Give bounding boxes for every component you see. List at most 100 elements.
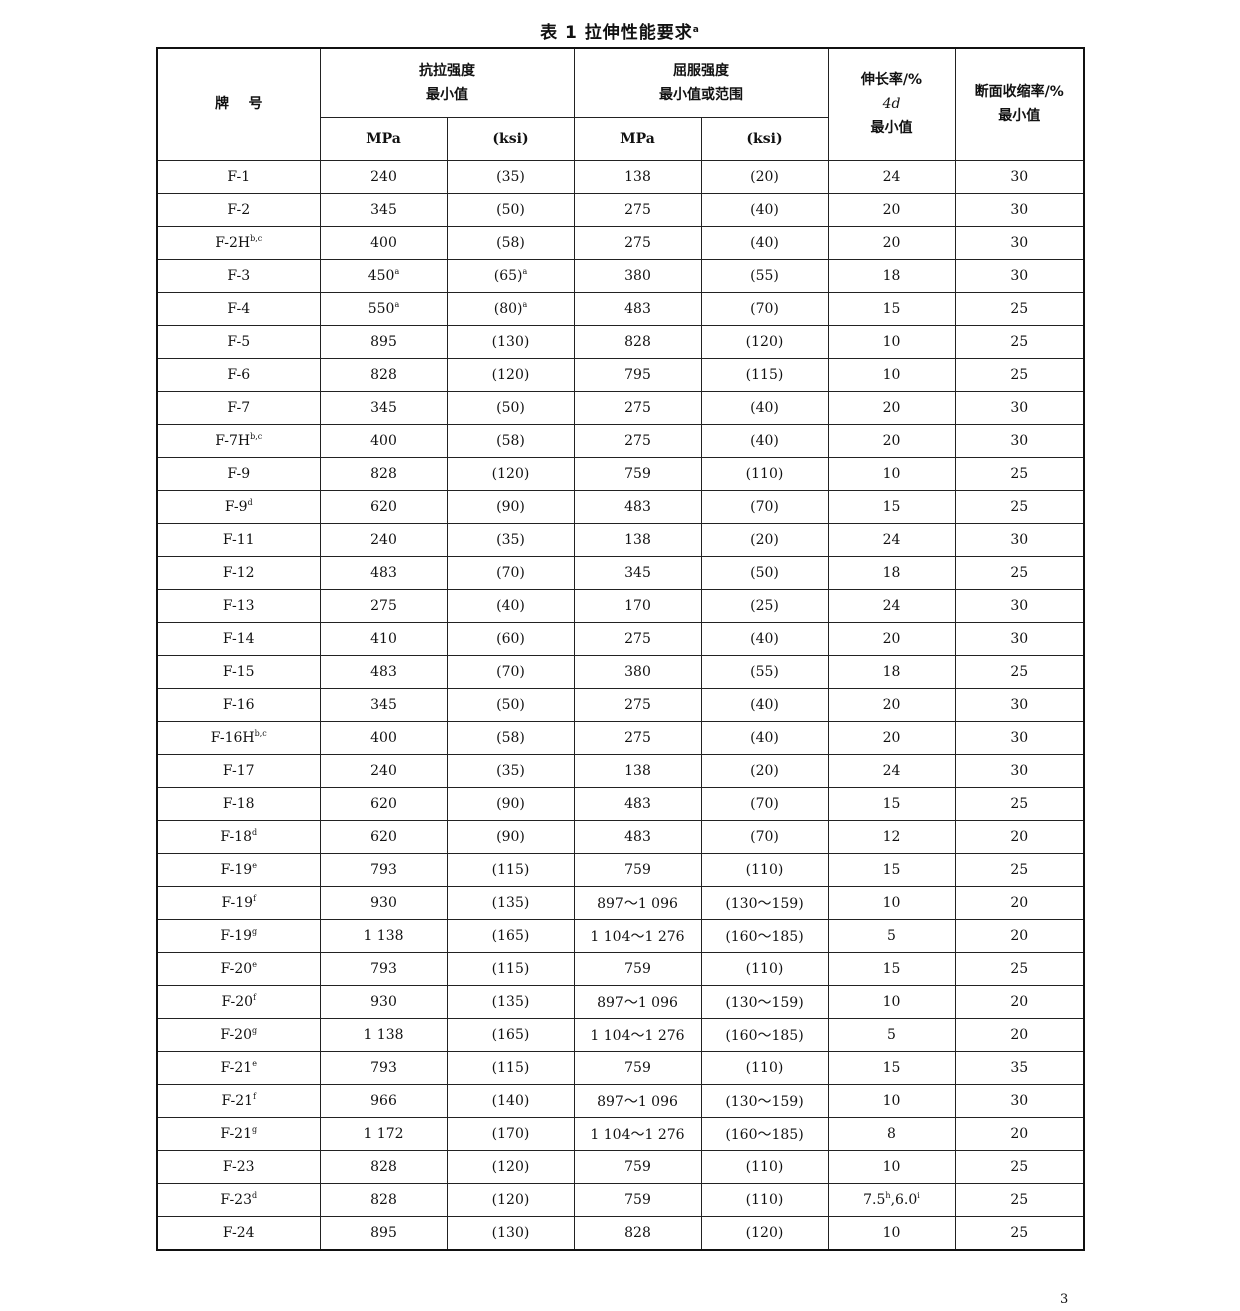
cell-tensile-mpa: 240 [319,159,448,194]
cell-reduction-of-area: 25 [954,456,1085,491]
cell-tensile-mpa: 620 [319,819,448,854]
cell-grade: F-23d [156,1182,321,1217]
table-row: F-9d 620 (90) 483 (70) 15 25 [156,489,1085,524]
cell-tensile-mpa: 1 138 [319,1017,448,1052]
footnote-mark: b,c [250,431,263,441]
footnote-mark: a [394,266,400,276]
cell-reduction-of-area: 25 [954,357,1085,392]
cell-tensile-ksi: (130) [446,324,575,359]
footnote-mark: d [252,1190,258,1200]
header-tensile-mpa: MPa [319,116,448,161]
table-row: F-21g 1 172 (170) 1 104～1 276 (160～185) 8 20 [156,1116,1085,1151]
header-reduction-of-area: 断面收缩率/% 最小值 [954,47,1085,161]
cell-tensile-mpa: 793 [319,852,448,887]
cell-tensile-mpa: 550a [319,291,448,326]
cell-tensile-ksi: (35) [446,753,575,788]
cell-text: F-21 [220,1125,252,1142]
cell-grade: F-17 [156,753,321,788]
cell-yield-mpa: 1 104～1 276 [573,918,702,953]
cell-text: F-21 [221,1092,254,1109]
cell-yield-ksi: (70) [700,489,829,524]
cell-yield-mpa: 138 [573,753,702,788]
cell-grade: F-12 [156,555,321,590]
table-row: F-20g 1 138 (165) 1 104～1 276 (160～185) 5 20 [156,1017,1085,1052]
cell-tensile-ksi: (65)a [446,258,575,293]
cell-yield-ksi: (70) [700,819,829,854]
cell-tensile-ksi: (165) [446,1017,575,1052]
cell-yield-ksi: (160～185) [700,1116,829,1151]
cell-yield-ksi: (40) [700,390,829,425]
cell-text: 450 [367,267,395,284]
cell-reduction-of-area: 30 [954,159,1085,194]
cell-grade: F-18d [156,819,321,854]
cell-elongation: 7.5h,6.0i [827,1182,956,1217]
cell-yield-ksi: (40) [700,720,829,755]
cell-reduction-of-area: 25 [954,291,1085,326]
cell-elongation: 20 [827,687,956,722]
cell-grade: F-9 [156,456,321,491]
cell-tensile-ksi: (80)a [446,291,575,326]
footnote-mark: e [252,860,257,870]
cell-text: (65) [493,267,523,284]
cell-elongation: 10 [827,1149,956,1184]
cell-reduction-of-area: 30 [954,423,1085,458]
cell-yield-mpa: 275 [573,192,702,227]
table-row: F-23d 828 (120) 759 (110) 7.5h,6.0i 25 [156,1182,1085,1217]
cell-elongation: 15 [827,951,956,986]
cell-grade: F-19e [156,852,321,887]
cell-yield-ksi: (110) [700,1182,829,1217]
cell-yield-ksi: (120) [700,1215,829,1250]
cell-text: F-23 [220,1191,252,1208]
cell-yield-mpa: 483 [573,489,702,524]
cell-tensile-mpa: 930 [319,885,448,920]
cell-tensile-ksi: (90) [446,819,575,854]
cell-tensile-ksi: (90) [446,489,575,524]
header-elongation: 伸长率/% 4d 最小值 [827,47,956,161]
cell-elongation: 20 [827,225,956,260]
table-row: F-18d 620 (90) 483 (70) 12 20 [156,819,1085,854]
cell-text: (80) [493,300,523,317]
cell-reduction-of-area: 25 [954,1215,1085,1250]
cell-tensile-ksi: (60) [446,621,575,656]
cell-yield-ksi: (40) [700,687,829,722]
cell-tensile-ksi: (120) [446,1182,575,1217]
cell-tensile-ksi: (135) [446,885,575,920]
footnote-mark: a [522,299,528,309]
cell-tensile-ksi: (90) [446,786,575,821]
cell-text: F-18 [220,828,252,845]
table-row: F-2Hb,c 400 (58) 275 (40) 20 30 [156,225,1085,260]
cell-tensile-mpa: 275 [319,588,448,623]
cell-yield-ksi: (115) [700,357,829,392]
cell-tensile-ksi: (115) [446,852,575,887]
cell-reduction-of-area: 30 [954,1083,1085,1118]
cell-yield-mpa: 897～1 096 [573,885,702,920]
table-row: F-19e 793 (115) 759 (110) 15 25 [156,852,1085,887]
cell-text: F-9 [224,498,248,515]
table-row: F-20f 930 (135) 897～1 096 (130～159) 10 20 [156,984,1085,1019]
elongation-sub-label: 最小值 [870,120,913,137]
title-footnote-mark: a [692,25,700,35]
cell-yield-mpa: 759 [573,1050,702,1085]
table-row: F-18 620 (90) 483 (70) 15 25 [156,786,1085,821]
cell-elongation: 18 [827,555,956,590]
tensile-properties-table: 牌 号 抗拉强度 最小值 屈服强度 最小值或范围 伸长率/% 4d 最小值 断面收缩率/… [156,47,1085,1251]
cell-elongation: 5 [827,918,956,953]
cell-tensile-mpa: 400 [319,720,448,755]
cell-elongation: 18 [827,258,956,293]
cell-tensile-ksi: (58) [446,720,575,755]
cell-elongation: 10 [827,984,956,1019]
cell-grade: F-9d [156,489,321,524]
cell-yield-ksi: (160～185) [700,918,829,953]
table-row: F-3 450a (65)a 380 (55) 18 30 [156,258,1085,293]
cell-text: 7.5 [863,1191,886,1208]
cell-tensile-mpa: 400 [319,423,448,458]
cell-yield-mpa: 1 104～1 276 [573,1017,702,1052]
table-row: F-17 240 (35) 138 (20) 24 30 [156,753,1085,788]
cell-grade: F-11 [156,522,321,557]
cell-reduction-of-area: 20 [954,984,1085,1019]
cell-yield-mpa: 897～1 096 [573,1083,702,1118]
reduction-sub-label: 最小值 [998,108,1041,125]
cell-tensile-mpa: 400 [319,225,448,260]
cell-elongation: 24 [827,159,956,194]
cell-reduction-of-area: 30 [954,621,1085,656]
